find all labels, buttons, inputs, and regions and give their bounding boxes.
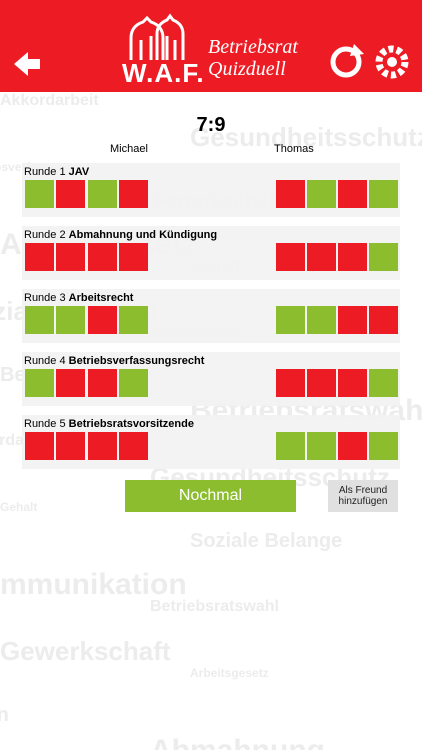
background-word: Betriebsratswahl — [150, 598, 279, 615]
background-word: Gehalt — [0, 500, 38, 514]
answer-square — [338, 432, 367, 460]
round-number: Runde 3 — [24, 292, 66, 304]
answer-square — [88, 306, 117, 334]
app-name: Betriebsrat — [208, 36, 298, 58]
again-button[interactable]: Nochmal — [125, 480, 296, 512]
answer-square — [307, 180, 336, 208]
answer-square — [369, 432, 398, 460]
background-word: Gesundheitsschutz — [190, 122, 422, 152]
round-card: Runde 1 JAV — [22, 163, 400, 217]
player-name: Michael — [110, 143, 148, 155]
background-word: Akkordarbeit — [0, 92, 99, 109]
round-label: Runde 2 Abmahnung und Kündigung — [24, 229, 217, 241]
player-name: Thomas — [274, 143, 314, 155]
answer-square — [25, 432, 54, 460]
answer-square — [56, 369, 85, 397]
answer-square — [276, 306, 305, 334]
answer-square — [369, 180, 398, 208]
round-card: Runde 4 Betriebsverfassungsrecht — [22, 352, 400, 406]
answer-square — [338, 369, 367, 397]
answer-square — [119, 243, 148, 271]
round-topic: Betriebsratsvorsitzende — [68, 418, 194, 430]
answer-square — [119, 432, 148, 460]
answer-square — [88, 243, 117, 271]
answer-square — [276, 432, 305, 460]
answer-square — [119, 306, 148, 334]
background-word: Soziale Belange — [190, 530, 343, 552]
answer-square — [369, 369, 398, 397]
answer-square — [56, 432, 85, 460]
round-number: Runde 5 — [24, 418, 66, 430]
answer-square — [119, 369, 148, 397]
answer-square — [276, 243, 305, 271]
round-number: Runde 4 — [24, 355, 66, 367]
background-word: Kommunikation — [0, 568, 187, 601]
score: 7:9 — [196, 114, 226, 136]
round-label: Runde 3 Arbeitsrecht — [24, 292, 133, 304]
round-number: Runde 1 — [24, 166, 66, 178]
answer-square — [338, 180, 367, 208]
answer-square — [25, 369, 54, 397]
header: W.A.F. Betriebsrat Quizduell — [0, 0, 422, 92]
settings-button[interactable] — [375, 45, 409, 79]
answer-square — [338, 306, 367, 334]
round-label: Runde 5 Betriebsratsvorsitzende — [24, 418, 194, 430]
answer-square — [119, 180, 148, 208]
add-friend-button[interactable]: Als Freund hinzufügen — [328, 480, 398, 512]
answer-square — [369, 243, 398, 271]
round-topic: Arbeitsrecht — [68, 292, 134, 304]
answer-square — [25, 243, 54, 271]
background-word: Lohn — [0, 704, 9, 726]
round-card: Runde 2 Abmahnung und Kündigung — [22, 226, 400, 280]
logo: W.A.F. — [122, 58, 205, 88]
answer-square — [88, 369, 117, 397]
answer-square — [56, 180, 85, 208]
answer-square — [88, 432, 117, 460]
round-number: Runde 2 — [24, 229, 66, 241]
back-button[interactable] — [14, 52, 40, 76]
answer-square — [276, 369, 305, 397]
round-topic: JAV — [68, 166, 90, 178]
round-card: Runde 5 Betriebsratsvorsitzende — [22, 415, 400, 469]
background-word: Arbeitsgesetz — [190, 666, 269, 680]
round-label: Runde 1 JAV — [24, 166, 89, 178]
answer-square — [338, 243, 367, 271]
header-graphics — [14, 13, 409, 79]
answer-square — [88, 180, 117, 208]
round-card: Runde 3 Arbeitsrecht — [22, 289, 400, 343]
round-topic: Abmahnung und Kündigung — [68, 229, 218, 241]
background-word: Abmahnung — [150, 734, 325, 750]
answer-square — [276, 180, 305, 208]
reload-button[interactable] — [330, 46, 362, 78]
button-label: Als Freund — [338, 485, 388, 496]
answer-square — [369, 306, 398, 334]
round-label: Runde 4 Betriebsverfassungsrecht — [24, 355, 204, 367]
answer-square — [307, 243, 336, 271]
button-label: hinzufügen — [338, 496, 388, 507]
answer-square — [307, 432, 336, 460]
answer-square — [56, 306, 85, 334]
answer-square — [307, 369, 336, 397]
answer-square — [25, 180, 54, 208]
round-topic: Betriebsverfassungsrecht — [68, 355, 205, 367]
answer-square — [25, 306, 54, 334]
answer-square — [307, 306, 336, 334]
app-name: Quizduell — [208, 58, 286, 80]
background-word: Gewerkschaft — [0, 636, 171, 666]
answer-square — [56, 243, 85, 271]
